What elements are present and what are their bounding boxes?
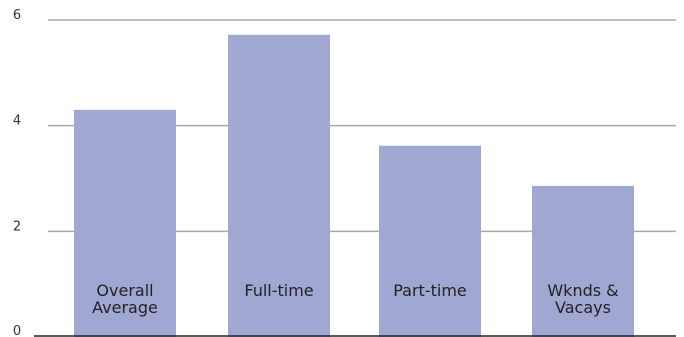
category-label: Vacays: [555, 298, 611, 317]
category-label: Part-time: [393, 281, 467, 300]
y-axis-tick-labels: 0 2 4 6: [13, 8, 21, 337]
bar-overall-average: [74, 109, 176, 337]
category-label: Average: [92, 298, 158, 317]
y-tick-label: 0: [13, 324, 21, 337]
category-label: Full-time: [244, 281, 313, 300]
bar-wknds-vacays: [532, 185, 634, 337]
y-tick-label: 2: [13, 219, 21, 234]
bar-full-time: [228, 34, 330, 337]
bars: [74, 34, 634, 337]
category-label: Overall: [96, 281, 153, 300]
y-tick-label: 4: [13, 114, 21, 129]
bar-part-time: [379, 145, 481, 337]
category-label: Wknds &: [547, 281, 618, 300]
y-tick-label: 6: [13, 8, 21, 23]
